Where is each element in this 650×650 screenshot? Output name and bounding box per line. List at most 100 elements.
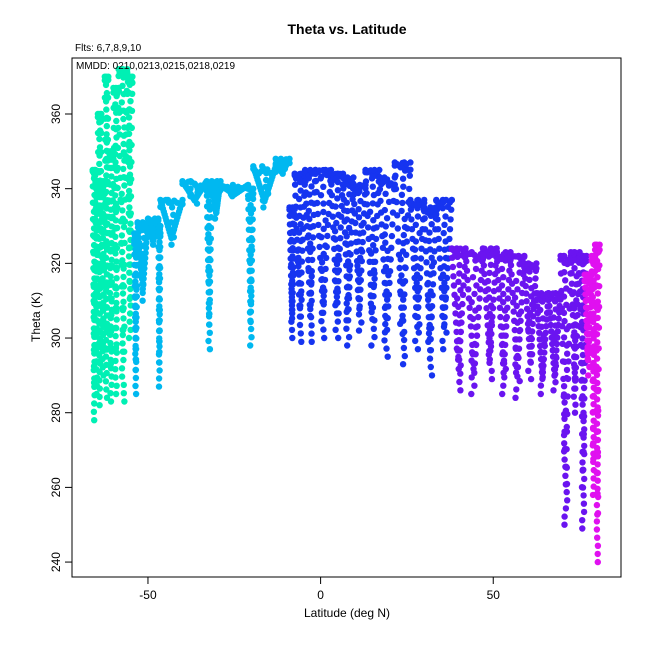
data-point — [570, 393, 577, 400]
data-point — [401, 352, 408, 360]
data-point — [167, 219, 175, 226]
data-point — [289, 310, 296, 317]
data-point — [488, 302, 495, 309]
data-point — [288, 294, 296, 301]
data-point — [206, 321, 213, 328]
data-point — [589, 293, 596, 301]
data-point — [127, 98, 134, 105]
data-point — [486, 269, 493, 277]
data-point — [400, 240, 407, 247]
data-point — [106, 289, 114, 297]
data-point — [329, 213, 336, 220]
data-point — [337, 224, 344, 231]
data-point — [401, 215, 408, 223]
data-point — [594, 339, 601, 346]
data-point — [346, 266, 353, 274]
data-point — [170, 234, 177, 241]
data-point — [466, 304, 473, 311]
data-point — [561, 399, 568, 406]
data-point — [113, 266, 120, 274]
data-point — [584, 305, 591, 312]
data-point — [401, 223, 409, 231]
data-point — [335, 211, 342, 218]
data-point — [103, 131, 110, 138]
data-point — [394, 212, 401, 219]
data-point — [539, 365, 546, 372]
data-point — [371, 333, 378, 341]
data-point — [563, 326, 570, 333]
data-point — [346, 191, 353, 198]
data-point — [468, 332, 475, 339]
data-point — [455, 303, 462, 310]
data-point — [414, 296, 422, 303]
data-point — [571, 409, 579, 416]
data-point — [328, 192, 336, 199]
data-point — [427, 347, 435, 354]
data-point — [296, 305, 304, 312]
data-point — [516, 327, 523, 335]
data-point — [594, 485, 601, 492]
data-point — [593, 518, 601, 525]
data-point — [560, 448, 568, 455]
data-point — [356, 188, 363, 195]
y-tick-label: 360 — [49, 104, 63, 124]
data-point — [308, 183, 315, 190]
data-point — [527, 375, 535, 383]
data-point — [120, 132, 128, 139]
data-point — [523, 290, 530, 297]
data-point — [113, 299, 120, 307]
data-point — [318, 318, 325, 325]
data-point — [351, 210, 358, 217]
data-point — [471, 382, 478, 389]
data-point — [381, 304, 389, 311]
data-point — [206, 206, 214, 213]
data-point — [247, 325, 255, 333]
data-point — [393, 198, 400, 206]
data-point — [247, 202, 254, 209]
data-point — [584, 330, 591, 337]
x-axis-label: Latitude (deg N) — [304, 606, 390, 620]
data-point — [579, 351, 587, 359]
data-point — [414, 213, 422, 220]
data-point — [357, 197, 364, 205]
data-point — [96, 377, 103, 384]
data-point — [455, 353, 462, 361]
data-point — [318, 309, 326, 316]
data-point — [112, 374, 119, 381]
data-point — [107, 339, 114, 347]
data-point — [441, 246, 448, 253]
data-point — [247, 259, 254, 267]
data-point — [560, 293, 568, 300]
data-point — [572, 321, 579, 328]
data-point — [305, 207, 312, 215]
data-point — [498, 282, 506, 289]
data-point — [306, 215, 313, 223]
data-point — [120, 381, 128, 389]
data-point — [355, 295, 362, 302]
data-point — [439, 271, 447, 278]
data-point — [414, 304, 421, 311]
data-point — [594, 534, 601, 541]
data-point — [384, 296, 391, 303]
data-point — [118, 232, 126, 239]
data-point — [468, 357, 475, 364]
data-point — [414, 288, 421, 295]
data-point — [532, 275, 539, 282]
data-point — [357, 254, 364, 261]
data-point — [313, 188, 320, 196]
data-point — [389, 221, 396, 228]
data-point — [118, 198, 125, 206]
data-point — [408, 216, 415, 223]
data-point — [205, 313, 213, 320]
data-point — [593, 501, 601, 509]
data-point — [579, 467, 586, 474]
data-point — [343, 199, 350, 206]
data-point — [578, 484, 586, 491]
data-point — [156, 246, 163, 254]
data-point — [318, 234, 325, 241]
data-point — [135, 234, 142, 241]
data-point — [318, 173, 325, 180]
data-point — [168, 241, 175, 248]
data-point — [319, 276, 326, 283]
data-point — [384, 353, 391, 360]
